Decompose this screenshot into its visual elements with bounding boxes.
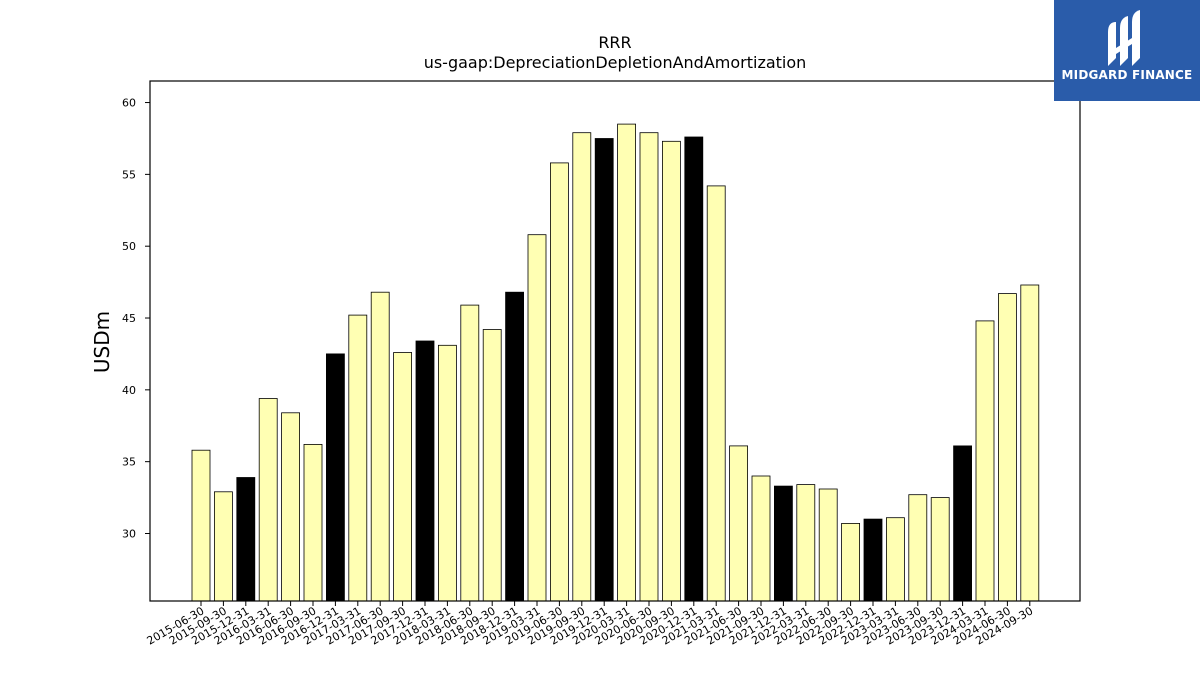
y-tick-label: 30 <box>122 527 136 540</box>
bar-2015-12-31 <box>236 477 256 602</box>
bar-2017-03-31 <box>348 314 368 602</box>
bar-2015-09-30 <box>213 491 233 602</box>
bar-2024-03-31 <box>975 320 995 602</box>
bar-2017-09-30 <box>393 352 413 602</box>
bar-2016-09-30 <box>303 443 323 602</box>
y-tick-label: 45 <box>122 312 136 325</box>
bar-2019-03-31 <box>527 234 547 602</box>
bar-2017-06-30 <box>370 291 390 602</box>
y-tick-label: 55 <box>122 168 136 181</box>
y-tick-label: 50 <box>122 240 136 253</box>
bar-2016-12-31 <box>325 353 345 602</box>
plot-frame <box>149 80 1081 602</box>
bar-2021-03-31 <box>706 185 726 602</box>
bar-2022-06-30 <box>818 488 838 602</box>
bar-2018-12-31 <box>505 291 525 602</box>
bar-2019-12-31 <box>594 138 614 602</box>
y-axis-label: USDm <box>90 311 114 373</box>
y-axis: 30 35 40 45 50 55 60 <box>122 97 150 540</box>
bar-2020-09-30 <box>662 140 681 602</box>
bar-2021-06-30 <box>729 445 748 602</box>
bar-2023-03-31 <box>886 517 905 602</box>
y-tick-label: 60 <box>122 97 136 110</box>
bar-2022-03-31 <box>796 484 816 602</box>
y-tick-label: 40 <box>122 384 136 397</box>
brand-logo: MIDGARD FINANCE <box>1054 0 1200 101</box>
x-axis: 2015-06-302015-09-302015-12-312016-03-31… <box>145 601 1035 648</box>
bar-2020-03-31 <box>617 123 636 602</box>
bar-2023-12-31 <box>953 445 972 602</box>
bar-2023-06-30 <box>908 494 928 602</box>
bar-2019-09-30 <box>572 132 592 602</box>
bar-2024-09-30 <box>1020 284 1040 602</box>
bar-2018-09-30 <box>482 329 502 602</box>
bar-2016-03-31 <box>258 398 278 602</box>
bar-2022-12-31 <box>863 518 883 602</box>
bar-2021-09-30 <box>751 475 771 602</box>
bar-2019-06-30 <box>550 162 569 602</box>
midgard-logo-icon <box>1108 10 1140 66</box>
bar-2023-09-30 <box>930 497 950 602</box>
bars-group <box>191 123 1040 602</box>
chart-subtitle: us-gaap:DepreciationDepletionAndAmortiza… <box>424 53 807 72</box>
chart-title: RRR <box>598 33 631 52</box>
bar-2020-12-31 <box>684 136 704 602</box>
bar-2017-12-31 <box>415 340 435 602</box>
bar-2024-06-30 <box>998 293 1017 602</box>
brand-name: MIDGARD FINANCE <box>1061 68 1193 82</box>
bar-2018-06-30 <box>460 304 480 602</box>
bar-2016-06-30 <box>281 412 301 602</box>
bar-2021-12-31 <box>774 485 793 602</box>
bar-2018-03-31 <box>437 344 457 602</box>
bar-2015-06-30 <box>191 449 211 602</box>
y-tick-label: 35 <box>122 456 136 469</box>
bar-2022-09-30 <box>841 523 860 602</box>
bar-2020-06-30 <box>639 132 659 602</box>
